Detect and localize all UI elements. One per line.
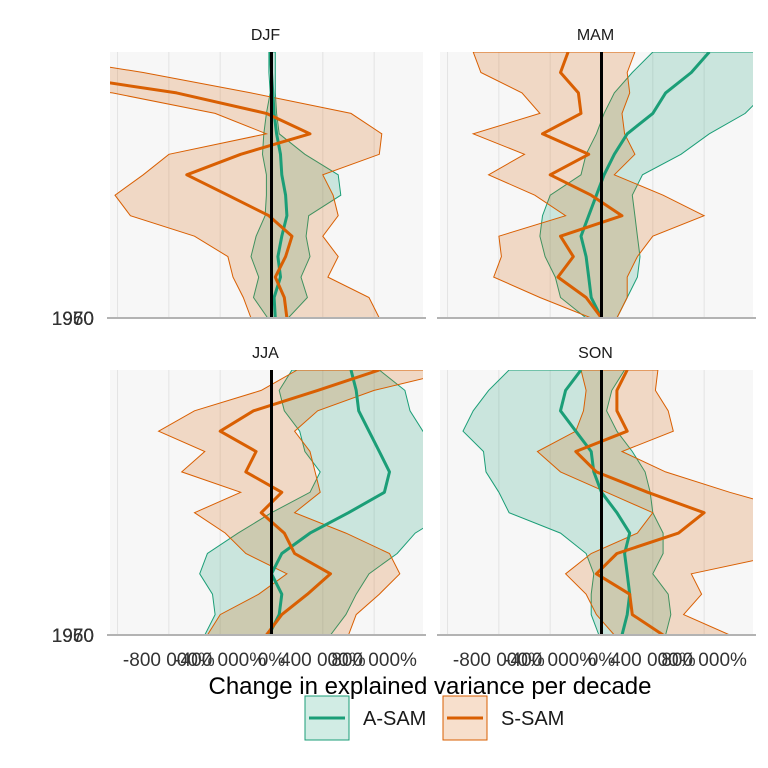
- y-tick-label: 1970: [52, 309, 94, 330]
- panel-background: [440, 370, 753, 635]
- s-sam-ribbon: [536, 370, 753, 635]
- panel-title: JJA: [252, 345, 279, 362]
- panel-title: DJF: [251, 27, 281, 44]
- s-sam-line: [110, 81, 312, 318]
- x-tick-label: -800 000%: [453, 650, 545, 671]
- x-tick-label: -800 000%: [123, 650, 215, 671]
- a-sam-ribbon: [462, 370, 672, 635]
- s-sam-ribbon: [110, 66, 383, 318]
- legend-item-s-sam: S-SAM: [442, 695, 564, 741]
- panel-background: [110, 370, 423, 635]
- x-tick-label: 0%: [258, 650, 286, 671]
- x-tick-label: -400 000%: [504, 650, 596, 671]
- x-tick-label: 800 000%: [331, 650, 417, 671]
- a-sam-ribbon: [539, 52, 753, 318]
- x-tick-label: 400 000%: [280, 650, 366, 671]
- x-tick-label: -400 000%: [174, 650, 266, 671]
- a-sam-line: [268, 52, 289, 318]
- panel-title: MAM: [577, 27, 614, 44]
- a-sam-line: [559, 370, 632, 635]
- panel-mam: MAM: [437, 27, 756, 319]
- legend-label: S-SAM: [501, 708, 564, 730]
- y-tick-label: 1950: [52, 626, 94, 647]
- y-tick-label: 1950: [52, 309, 94, 330]
- a-sam-ribbon: [199, 370, 423, 635]
- x-axis-title: Change in explained variance per decade: [209, 673, 652, 700]
- panel-title: SON: [578, 345, 613, 362]
- legend-label: A-SAM: [363, 708, 426, 730]
- x-tick-label: 400 000%: [610, 650, 696, 671]
- panel-son: SON -800 000%-400 000%0%400 000%800 000%: [437, 345, 756, 671]
- y-tick-label: 1960: [52, 626, 94, 647]
- s-sam-line: [541, 52, 624, 318]
- s-sam-line: [574, 370, 706, 635]
- chart-legend: A-SAM S-SAM: [304, 695, 564, 741]
- a-sam-line: [267, 370, 391, 635]
- panel-background: [440, 52, 753, 318]
- y-tick-label: 1970: [52, 626, 94, 647]
- s-sam-ribbon: [157, 370, 423, 635]
- x-tick-label: 0%: [588, 650, 616, 671]
- s-sam-ribbon: [471, 52, 706, 318]
- y-tick-label: 1960: [52, 309, 94, 330]
- legend-item-a-sam: A-SAM: [304, 695, 426, 741]
- x-tick-label: 800 000%: [661, 650, 747, 671]
